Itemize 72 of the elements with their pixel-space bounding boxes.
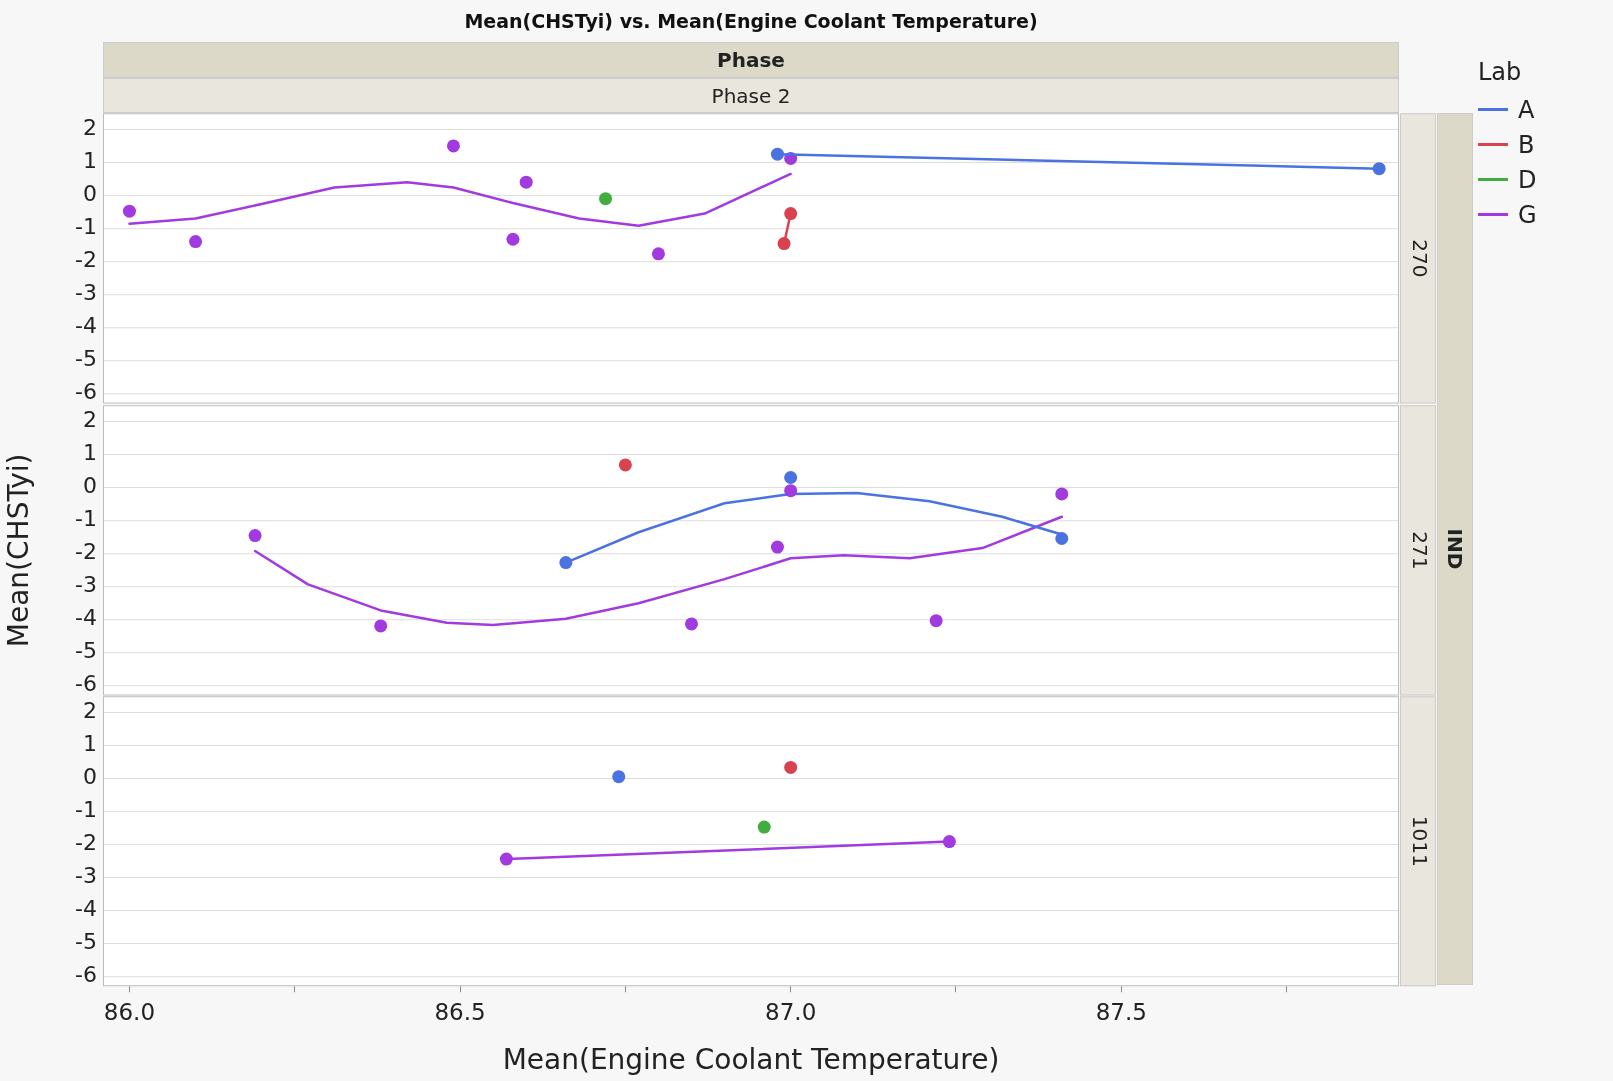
- point: [374, 619, 388, 633]
- y-tick-label: -1: [75, 506, 97, 532]
- y-tick-label: -3: [75, 280, 97, 306]
- point: [784, 483, 798, 497]
- point: [1055, 531, 1069, 545]
- point: [770, 540, 784, 554]
- point: [757, 820, 771, 834]
- point: [784, 760, 798, 774]
- point: [651, 247, 665, 261]
- y-tick-label: -2: [75, 247, 97, 273]
- point: [122, 204, 136, 218]
- y-tick-label: -5: [75, 929, 97, 955]
- text: 271: [1407, 531, 1432, 570]
- y-tick-label: -5: [75, 346, 97, 372]
- text: 270: [1407, 239, 1432, 278]
- point: [1372, 161, 1386, 175]
- y-tick-label: -1: [75, 797, 97, 823]
- legend-title: Lab: [1478, 58, 1523, 86]
- legend-label: A: [1518, 95, 1535, 124]
- y-tick-label: -4: [75, 605, 97, 631]
- legend-label: G: [1518, 200, 1537, 229]
- y-axis-title: Mean(CHSTyi): [2, 453, 36, 648]
- y-tick-label: 1: [83, 148, 97, 174]
- y-tick-label: -6: [75, 671, 97, 697]
- point: [446, 139, 460, 153]
- x-tick-label: 87.0: [765, 998, 817, 1025]
- point: [942, 834, 956, 848]
- point: [599, 191, 613, 205]
- y-tick-label: 2: [83, 115, 97, 141]
- point: [777, 236, 791, 250]
- y-tick-label: -6: [75, 379, 97, 405]
- y-tick-label: 1: [83, 440, 97, 466]
- y-tick-label: -4: [75, 313, 97, 339]
- point: [506, 232, 520, 246]
- text: IND: [1443, 528, 1467, 570]
- x-tick-label: 86.5: [434, 998, 486, 1025]
- point: [499, 852, 513, 866]
- y-tick-label: -6: [75, 961, 97, 987]
- text: 1011: [1407, 815, 1432, 867]
- text: Phase 2: [103, 78, 1399, 113]
- point: [929, 613, 943, 627]
- legend-label: B: [1518, 130, 1535, 159]
- y-tick-label: 0: [83, 473, 97, 499]
- y-tick-label: -2: [75, 539, 97, 565]
- y-tick-label: 0: [83, 181, 97, 207]
- point: [618, 458, 632, 472]
- x-axis-title: Mean(Engine Coolant Temperature): [502, 1042, 1000, 1076]
- point: [784, 206, 798, 220]
- y-tick-label: 1: [83, 731, 97, 757]
- y-tick-label: -3: [75, 572, 97, 598]
- chart-title: Mean(CHSTyi) vs. Mean(Engine Coolant Temperature): [463, 10, 1039, 32]
- x-tick-label: 87.5: [1095, 998, 1147, 1025]
- point: [248, 528, 262, 542]
- point: [684, 617, 698, 631]
- point: [559, 555, 573, 569]
- text: Phase: [103, 42, 1399, 78]
- y-tick-label: 2: [83, 698, 97, 724]
- point: [770, 147, 784, 161]
- y-tick-label: -4: [75, 896, 97, 922]
- y-tick-label: 0: [83, 764, 97, 790]
- y-tick-label: -2: [75, 830, 97, 856]
- y-tick-label: -1: [75, 214, 97, 240]
- point: [1055, 487, 1069, 501]
- point: [612, 769, 626, 783]
- y-tick-label: -5: [75, 638, 97, 664]
- point: [519, 175, 533, 189]
- point: [189, 234, 203, 248]
- y-tick-label: 2: [83, 407, 97, 433]
- x-tick-label: 86.0: [103, 998, 156, 1025]
- legend-label: D: [1518, 165, 1537, 194]
- y-tick-label: -3: [75, 863, 97, 889]
- point: [784, 470, 798, 484]
